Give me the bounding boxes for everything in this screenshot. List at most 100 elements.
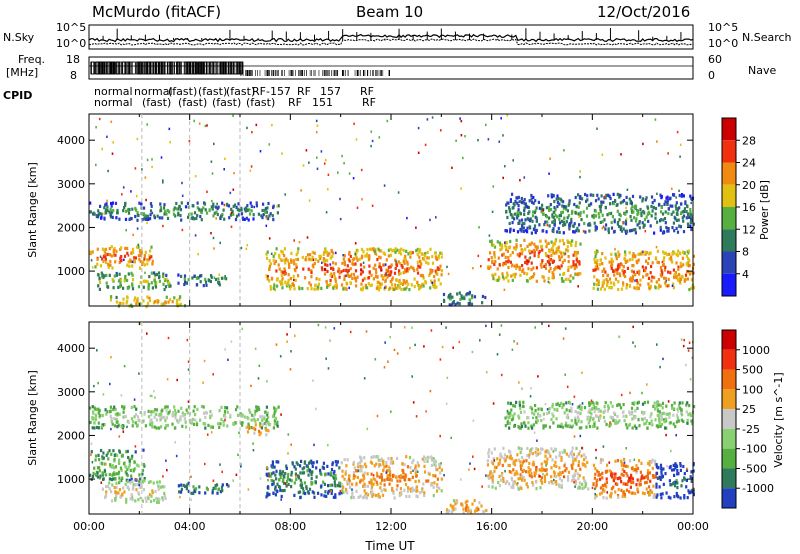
heatmap-cell [568,409,571,413]
heatmap-cell [423,459,426,463]
heatmap-cell [283,247,286,251]
heatmap-cell [435,285,438,289]
heatmap-cell [480,504,483,508]
heatmap-cell [389,470,392,474]
heatmap-cell [383,274,386,278]
heatmap-cell [578,450,582,454]
heatmap-cell [177,484,180,488]
heatmap-cell [276,211,279,215]
heatmap-cell [672,422,675,426]
heatmap-cell [301,255,304,260]
heatmap-cell [659,193,662,197]
heatmap-cell [100,215,103,219]
heatmap-cell [300,481,303,485]
heatmap-cell [295,477,298,481]
heatmap-cell [634,273,637,277]
heatmap-cell [423,470,427,474]
heatmap-cell [147,497,150,501]
heatmap-cell [595,494,598,498]
heatmap-cell [382,487,386,492]
heatmap-cell [506,455,509,459]
heatmap-cell [663,202,666,206]
heatmap-cell [342,490,345,494]
heatmap-cell [348,286,350,290]
heatmap-cell [685,216,688,220]
heatmap-cell [149,202,153,206]
heatmap-cell [550,480,553,484]
heatmap-cell [604,401,607,405]
heatmap-cell [519,460,522,464]
heatmap-cell [560,422,563,426]
heatmap-cell [161,498,165,502]
heatmap-cell [158,216,161,220]
heatmap-cell [492,274,494,278]
heatmap-cell [269,212,272,216]
heatmap-cell [136,423,139,427]
heatmap-cell [325,158,327,162]
heatmap-cell [648,460,651,464]
heatmap-cell [323,250,326,255]
heatmap-cell [532,416,534,420]
heatmap-cell [554,239,557,243]
heatmap-cell [309,253,312,257]
heatmap-cell [234,218,238,222]
heatmap-cell [524,202,527,206]
heatmap-cell [375,253,378,256]
heatmap-cell [142,285,145,289]
heatmap-cell [680,265,683,269]
heatmap-cell [622,281,625,285]
heatmap-cell [528,210,531,214]
heatmap-cell [286,479,289,483]
heatmap-cell [333,275,336,279]
heatmap-cell [535,467,538,471]
heatmap-cell [574,458,577,462]
heatmap-cell [99,474,102,478]
heatmap-cell [103,423,106,427]
heatmap-cell [467,506,470,510]
heatmap-cell [186,201,190,205]
heatmap-cell [384,285,387,289]
heatmap-cell [354,242,357,245]
heatmap-cell [689,194,692,198]
heatmap-cell [526,244,529,248]
heatmap-cell [431,458,434,462]
heatmap-cell [130,251,133,255]
heatmap-cell [550,475,553,479]
heatmap-cell [672,463,675,467]
heatmap-cell [512,414,515,418]
heatmap-cell [522,229,526,234]
heatmap-cell [692,493,695,497]
heatmap-cell [301,471,304,475]
heatmap-cell [197,253,199,256]
heatmap-cell [591,486,594,490]
nsky-label: N.Sky [3,31,35,44]
heatmap-cell [498,263,501,267]
heatmap-cell [515,458,518,463]
heatmap-cell [378,262,381,266]
heatmap-cell [124,201,127,205]
heatmap-cell [571,403,574,406]
heatmap-cell [384,252,387,256]
heatmap-cell [538,239,542,243]
heatmap-cell [655,245,658,249]
heatmap-cell [687,215,691,219]
heatmap-cell [558,404,561,408]
cpid-row1-label: normal [134,85,173,98]
heatmap-cell [143,257,146,261]
heatmap-cell [355,251,358,255]
heatmap-cell [507,449,511,453]
heatmap-cell [618,218,621,222]
heatmap-cell [440,462,442,465]
heatmap-cell [178,420,180,423]
heatmap-cell [219,241,221,245]
heatmap-cell [527,211,530,216]
heatmap-cell [518,458,521,462]
heatmap-cell [683,279,686,283]
heatmap-cell [636,406,639,410]
heatmap-cell [517,195,520,199]
heatmap-cell [477,254,480,258]
heatmap-cell [566,475,570,479]
freq-mark [171,61,175,75]
heatmap-cell [563,205,566,209]
heatmap-cell [356,258,359,262]
